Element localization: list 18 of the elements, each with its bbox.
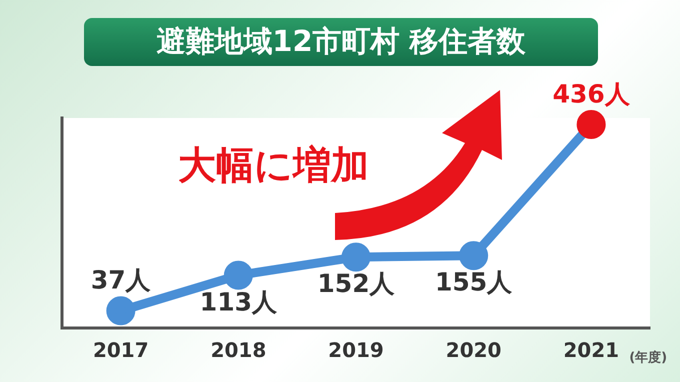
point bbox=[106, 296, 136, 326]
x-tick-label: 2019 bbox=[328, 338, 384, 362]
chart-title: 避難地域12市町村 移住者数 bbox=[84, 18, 598, 66]
x-tick-label: 2017 bbox=[92, 338, 149, 362]
point bbox=[459, 241, 488, 270]
point bbox=[224, 260, 253, 290]
data-label: 152人 bbox=[317, 269, 396, 298]
data-label: 436人 bbox=[552, 80, 631, 109]
data-label: 155人 bbox=[435, 268, 514, 297]
data-label: 37人 bbox=[90, 266, 152, 295]
x-tick-label: 2021 bbox=[563, 338, 620, 362]
annotation: 大幅に増加 bbox=[178, 142, 369, 189]
x-tick-label: 2018 bbox=[210, 338, 266, 362]
data-label: 113人 bbox=[200, 287, 278, 316]
point bbox=[576, 110, 606, 140]
point bbox=[342, 242, 370, 272]
x-axis-title: (年度) bbox=[629, 349, 668, 366]
x-tick-label: 2020 bbox=[446, 338, 502, 362]
